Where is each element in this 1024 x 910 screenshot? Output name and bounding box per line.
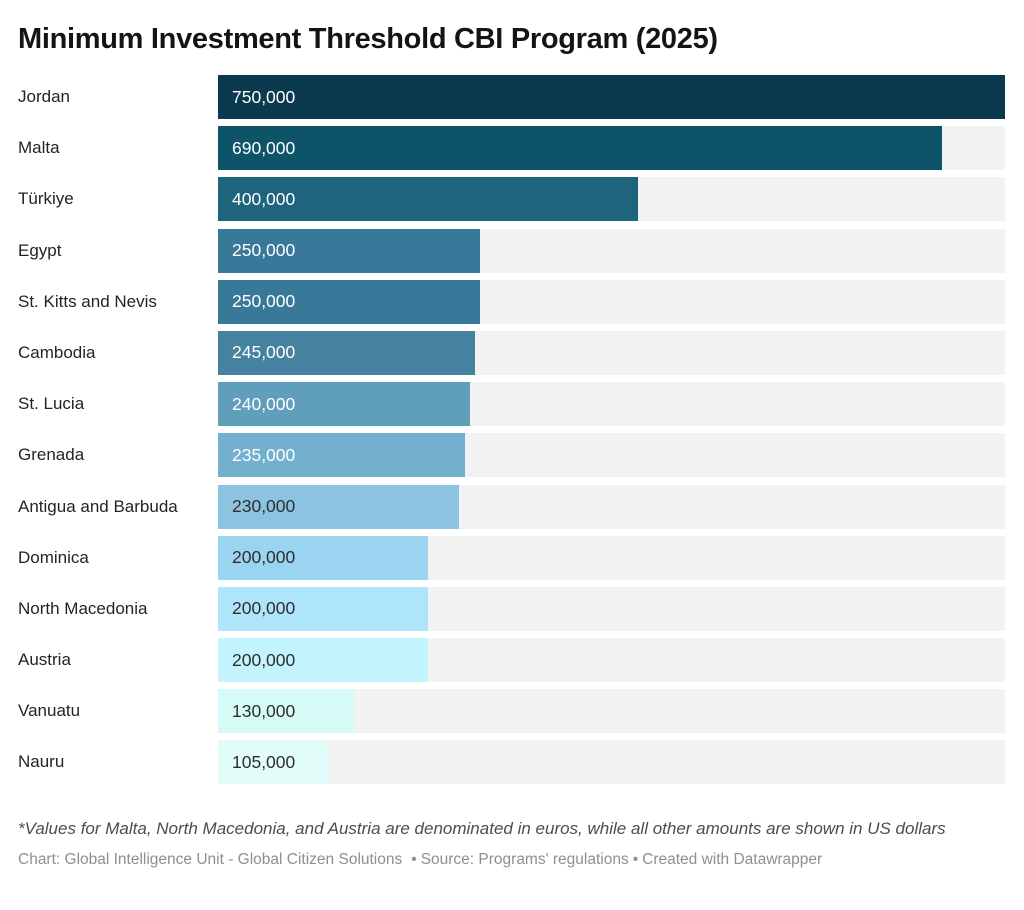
bar: 240,000: [218, 382, 470, 427]
bar-track: 690,000: [218, 126, 1005, 171]
bar-value-label: 230,000: [232, 496, 296, 516]
bar-row: Jordan 750,000: [18, 75, 1005, 119]
bar-value-label: 250,000: [232, 240, 296, 261]
category-label: St. Lucia: [18, 394, 85, 414]
bar-row: St. Lucia 240,000: [18, 382, 1005, 427]
bar-value-label: 245,000: [232, 342, 296, 363]
bar-value-label: 250,000: [232, 291, 296, 312]
bar-row: North Macedonia 200,000: [18, 586, 1005, 631]
bar-value-label: 200,000: [232, 547, 296, 568]
footnote: *Values for Malta, North Macedonia, and …: [18, 819, 946, 839]
bar-value-label: 200,000: [232, 598, 296, 619]
category-label: Nauru: [18, 752, 65, 772]
bar-track: 250,000: [218, 279, 1005, 324]
category-label: Dominica: [18, 547, 89, 567]
bar-track: 400,000: [218, 177, 1005, 222]
category-label: Antigua and Barbuda: [18, 496, 178, 516]
category-label: Türkiye: [18, 189, 74, 209]
bar-row: Dominica 200,000: [18, 535, 1005, 580]
bar-track: 240,000: [218, 382, 1005, 427]
bar-value-label: 235,000: [232, 444, 296, 465]
bar-row: Cambodia 245,000: [18, 330, 1005, 375]
bar-track: 200,000: [218, 586, 1005, 631]
source-credit: Source: Programs' regulations: [420, 850, 629, 868]
category-label: Grenada: [18, 445, 85, 465]
category-label: St. Kitts and Nevis: [18, 291, 157, 311]
category-label: Egypt: [18, 240, 62, 260]
bar-track: 130,000: [218, 689, 1005, 734]
bar-track: 750,000: [218, 75, 1005, 119]
bar: 130,000: [218, 689, 355, 734]
bar-value-label: 130,000: [232, 700, 296, 721]
bar-track: 245,000: [218, 330, 1005, 375]
bar-row: Malta 690,000: [18, 126, 1005, 171]
bar-track: 230,000: [218, 484, 1005, 529]
bar-track: 200,000: [218, 535, 1005, 580]
source-line: Chart: Global Intelligence Unit - Global…: [18, 850, 1005, 870]
tool-credit: Created with Datawrapper: [642, 850, 823, 868]
category-label: North Macedonia: [18, 598, 148, 618]
bar: 245,000: [218, 330, 476, 375]
bar-value-label: 105,000: [232, 751, 296, 772]
bar: 690,000: [218, 126, 943, 171]
bar-value-label: 750,000: [232, 86, 296, 107]
bar: 200,000: [218, 638, 428, 683]
bar-track: 250,000: [218, 228, 1005, 273]
category-label: Cambodia: [18, 342, 96, 362]
bar: 250,000: [218, 279, 481, 324]
bar-row: St. Kitts and Nevis 250,000: [18, 279, 1005, 324]
bar-row: Antigua and Barbuda 230,000: [18, 484, 1005, 529]
bar: 250,000: [218, 228, 481, 273]
bar: 200,000: [218, 535, 428, 580]
category-label: Austria: [18, 650, 71, 670]
bar: 200,000: [218, 586, 428, 631]
bar-value-label: 400,000: [232, 188, 296, 209]
bar-row: Austria 200,000: [18, 638, 1005, 683]
bar: 400,000: [218, 177, 638, 222]
bar-track: 235,000: [218, 433, 1005, 478]
chart-credit: Chart: Global Intelligence Unit - Global…: [18, 850, 403, 868]
bar-row: Grenada 235,000: [18, 433, 1005, 478]
chart-title: Minimum Investment Threshold CBI Program…: [18, 23, 718, 55]
bar: 750,000: [218, 75, 1005, 119]
bar-value-label: 200,000: [232, 649, 296, 670]
category-label: Vanuatu: [18, 701, 81, 721]
bar-value-label: 240,000: [232, 393, 296, 414]
bar: 235,000: [218, 433, 465, 478]
bar-row: Nauru 105,000: [18, 740, 1005, 785]
bar-track: 200,000: [218, 638, 1005, 683]
bar-row: Vanuatu 130,000: [18, 689, 1005, 734]
bar-value-label: 690,000: [232, 137, 296, 158]
bar-row: Türkiye 400,000: [18, 177, 1005, 222]
bar-row: Egypt 250,000: [18, 228, 1005, 273]
category-label: Jordan: [18, 87, 70, 106]
bar: 230,000: [218, 484, 460, 529]
bar-track: 105,000: [218, 740, 1005, 785]
separator-dot: •: [632, 850, 639, 868]
category-label: Malta: [18, 138, 60, 158]
bar-chart: Jordan 750,000 Malta 690,000 Türkiye 400,000 E…: [18, 75, 1005, 785]
bar: 105,000: [218, 740, 329, 785]
separator-dot: •: [411, 850, 417, 868]
